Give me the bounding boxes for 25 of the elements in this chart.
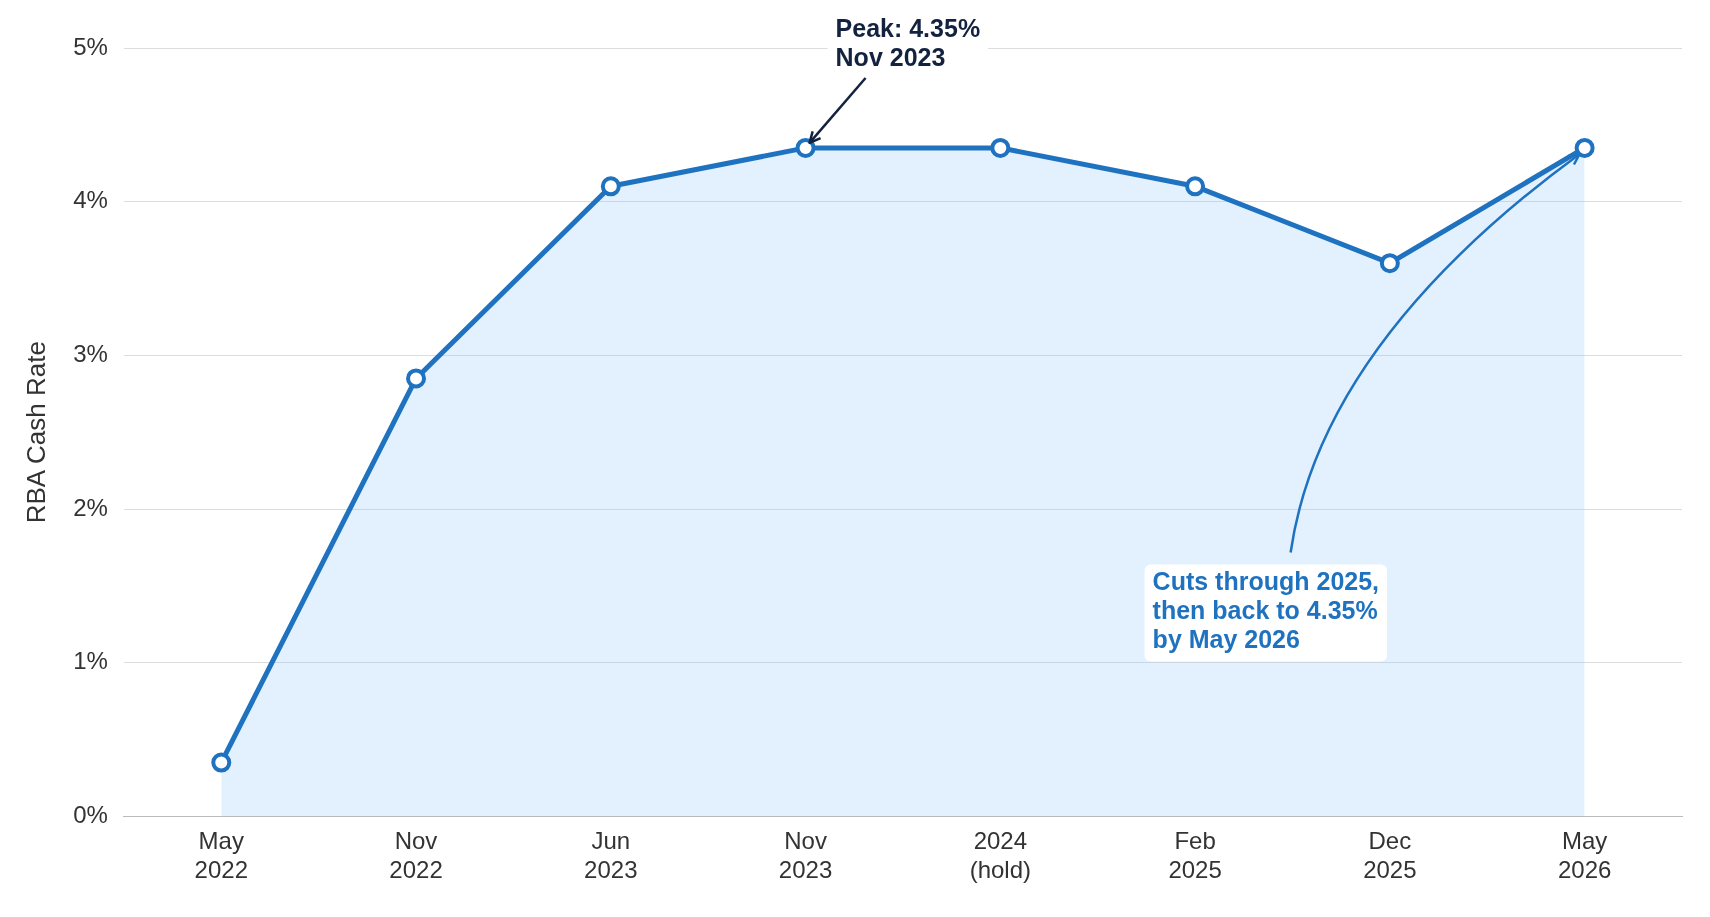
x-tick-label: Dec 2025 — [1363, 827, 1417, 884]
y-tick-label: 0% — [73, 801, 108, 829]
x-tick-label: May 2026 — [1557, 827, 1612, 884]
annotation: Peak: 4.35% Nov 2023 — [835, 14, 981, 72]
point — [1574, 137, 1595, 158]
point — [1379, 253, 1400, 274]
y-axis-title: RBA Cash Rate — [20, 341, 51, 524]
x-tick-label: Feb 2025 — [1168, 827, 1222, 884]
annotation: Cuts through 2025, then back to 4.35% by May 2026 — [1152, 566, 1380, 653]
y-tick-label: 1% — [73, 647, 108, 675]
x-tick-label: Nov 2022 — [389, 827, 443, 884]
point — [600, 176, 621, 197]
point — [406, 368, 427, 389]
point — [990, 137, 1011, 158]
point — [211, 752, 232, 773]
x-tick-label: Nov 2023 — [778, 827, 833, 884]
point — [795, 137, 816, 158]
x-tick-label: Jun 2023 — [584, 827, 638, 884]
x-tick-label: 2024 (hold) — [969, 827, 1032, 884]
y-tick-label: 3% — [73, 339, 108, 367]
y-tick-label: 4% — [73, 186, 108, 214]
x-tick-label: May 2022 — [194, 827, 248, 884]
y-tick-label: 2% — [73, 493, 108, 521]
y-tick-label: 5% — [73, 32, 108, 60]
point — [1185, 176, 1206, 197]
